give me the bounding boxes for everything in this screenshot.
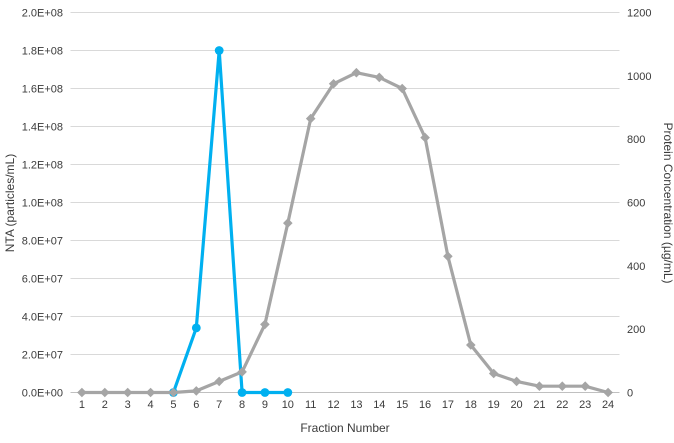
series-line: [80, 71, 610, 395]
left-axis-title: NTA (particles/mL): [3, 154, 17, 252]
right-axis-tick-labels: 0 200 400 600 800 1000 1200: [627, 8, 651, 400]
x-tick-label: 3: [125, 399, 131, 411]
data-point-marker: [443, 251, 453, 262]
x-tick-label: 24: [602, 399, 614, 411]
data-point-marker: [191, 323, 201, 333]
right-tick-label: 600: [627, 198, 645, 210]
left-tick-label: 1.6E+08: [22, 84, 63, 96]
gridlines: [70, 12, 620, 355]
data-point-marker: [488, 368, 499, 379]
x-tick-label: 16: [419, 399, 431, 411]
x-tick-label: 7: [216, 399, 222, 411]
right-tick-label: 0: [627, 388, 633, 400]
data-point-marker: [283, 218, 293, 228]
left-tick-label: 8.0E+07: [22, 236, 63, 248]
data-point-marker: [511, 376, 522, 387]
x-tick-label: 21: [533, 399, 545, 411]
left-tick-label: 1.4E+08: [22, 122, 63, 134]
series-protein: [77, 67, 613, 398]
x-tick-label: 22: [556, 399, 568, 411]
data-point-marker: [237, 367, 247, 377]
data-point-marker: [466, 340, 476, 350]
x-tick-label: 23: [579, 399, 591, 411]
right-tick-label: 1000: [627, 71, 651, 83]
x-tick-label: 17: [442, 399, 454, 411]
left-tick-label: 2.0E+07: [22, 350, 63, 362]
x-tick-label: 8: [239, 399, 245, 411]
data-point-marker: [145, 387, 156, 398]
series-layer: [77, 46, 613, 398]
x-tick-label: 10: [282, 399, 294, 411]
right-tick-label: 400: [627, 261, 645, 273]
x-tick-label: 11: [305, 399, 316, 411]
data-point-marker: [534, 381, 545, 391]
x-axis-title: Fraction Number: [300, 421, 389, 435]
data-point-marker: [260, 388, 270, 397]
x-tick-label: 5: [170, 399, 176, 411]
x-tick-label: 2: [102, 399, 108, 411]
data-point-marker: [351, 67, 362, 78]
left-tick-label: 2.0E+08: [22, 8, 63, 20]
x-tick-label: 4: [148, 399, 154, 411]
data-point-marker: [305, 113, 316, 124]
series-line: [171, 48, 290, 395]
data-point-marker: [237, 388, 247, 397]
series-nta: [169, 46, 293, 397]
right-axis-title: Protein Concentration (µg/mL): [661, 123, 674, 284]
left-tick-label: 1.0E+08: [22, 198, 63, 210]
x-tick-label: 12: [327, 399, 339, 411]
data-point-marker: [191, 386, 202, 396]
left-axis-tick-labels: 0.0E+00 2.0E+07 4.0E+07 6.0E+07 8.0E+07 1.0E+…: [22, 8, 63, 400]
data-point-marker: [374, 72, 385, 83]
left-tick-label: 6.0E+07: [22, 274, 63, 286]
left-tick-label: 1.8E+08: [22, 46, 63, 58]
right-tick-label: 200: [627, 324, 645, 336]
data-point-marker: [214, 46, 224, 55]
data-point-marker: [214, 376, 224, 387]
x-tick-label: 18: [465, 399, 477, 411]
x-tick-label: 19: [488, 399, 500, 411]
data-point-marker: [168, 387, 179, 398]
data-point-marker: [580, 381, 590, 391]
data-point-marker: [420, 132, 430, 143]
data-point-marker: [397, 83, 407, 94]
x-tick-label: 1: [79, 399, 85, 411]
data-point-marker: [260, 319, 270, 330]
x-tick-label: 9: [262, 399, 268, 411]
data-point-marker: [603, 387, 613, 398]
x-tick-label: 14: [373, 399, 385, 411]
x-axis-tick-labels: 1 2 3 4 5 6 7 8 9 10 11 12 13 14 15 16 17 18 19 20 21 22 23 24: [79, 399, 614, 411]
x-tick-label: 15: [396, 399, 408, 411]
x-tick-label: 20: [510, 399, 522, 411]
x-tick-label: 6: [193, 399, 199, 411]
x-tick-label: 13: [350, 399, 362, 411]
data-point-marker: [77, 387, 87, 398]
data-point-marker: [557, 381, 568, 391]
right-tick-label: 1200: [627, 8, 651, 20]
data-point-marker: [328, 79, 339, 89]
data-point-marker: [122, 387, 133, 398]
left-tick-label: 1.2E+08: [22, 160, 63, 172]
left-tick-label: 4.0E+07: [22, 312, 63, 324]
right-tick-label: 800: [627, 134, 645, 146]
data-point-marker: [100, 387, 110, 398]
left-tick-label: 0.0E+00: [22, 388, 63, 400]
data-point-marker: [283, 388, 293, 397]
